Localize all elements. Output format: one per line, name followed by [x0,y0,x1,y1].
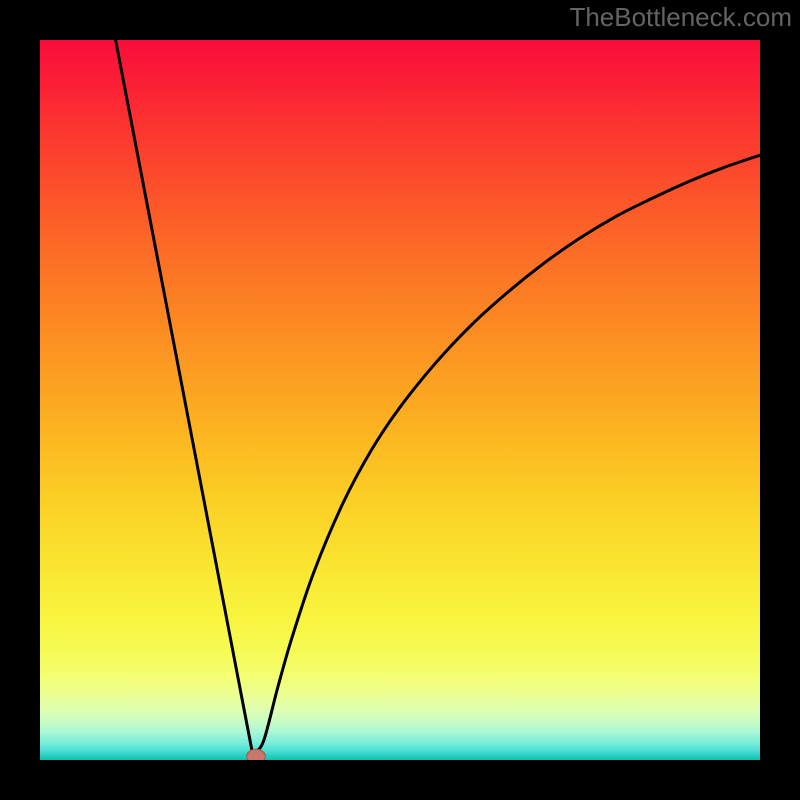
watermark-label: TheBottleneck.com [569,0,800,33]
curve-overlay [40,40,760,760]
chart-container: TheBottleneck.com [0,0,800,800]
optimum-marker [247,749,266,760]
bottleneck-curve [116,40,760,753]
plot-area [40,40,760,760]
